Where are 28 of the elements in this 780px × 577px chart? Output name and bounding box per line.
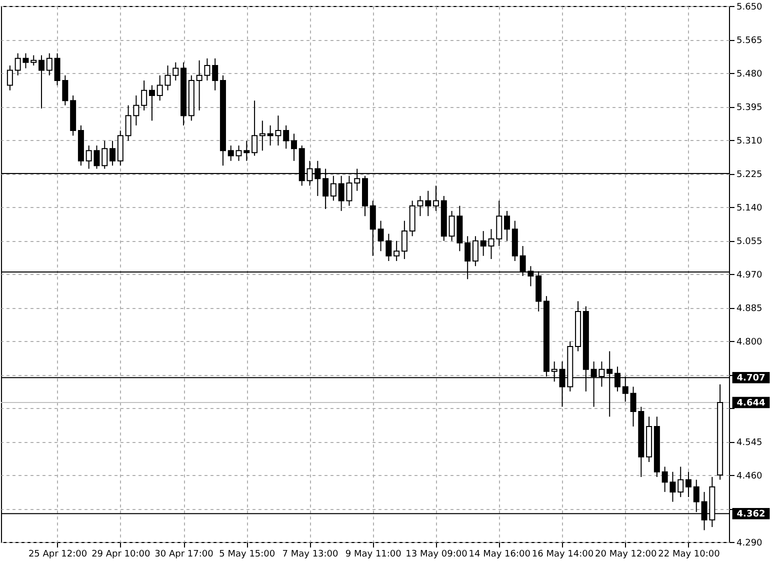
y-tick-label: 5.140 <box>736 204 763 214</box>
x-tick-label: 14 May 16:00 <box>468 550 531 560</box>
y-tick-label: 5.650 <box>736 2 763 12</box>
x-tick-label: 20 May 12:00 <box>595 550 658 560</box>
y-tick-label: 5.225 <box>736 170 762 180</box>
x-tick-label: 30 Apr 17:00 <box>154 550 214 560</box>
ref-line-label: 4.644 <box>736 398 766 408</box>
y-tick-label: 5.395 <box>736 103 762 113</box>
y-tick-label: 4.970 <box>736 270 763 280</box>
y-tick-label: 5.565 <box>736 36 762 46</box>
y-tick-label: 4.800 <box>736 338 763 348</box>
x-tick-label: 7 May 13:00 <box>282 550 339 560</box>
x-tick-label: 13 May 09:00 <box>406 550 468 560</box>
x-tick-label: 22 May 10:00 <box>658 550 720 560</box>
y-tick-label: 4.545 <box>736 438 762 448</box>
y-tick-label: 5.310 <box>736 136 763 146</box>
x-tick-label: 25 Apr 12:00 <box>28 550 88 560</box>
ref-line-label: 4.362 <box>736 510 766 520</box>
x-tick-label: 5 May 15:00 <box>219 550 276 560</box>
x-tick-label: 9 May 11:00 <box>345 550 402 560</box>
y-tick-label: 4.460 <box>736 472 763 482</box>
x-tick-label: 16 May 14:00 <box>532 550 594 560</box>
y-tick-label: 4.290 <box>736 538 763 548</box>
y-tick-label: 5.480 <box>736 70 763 80</box>
x-tick-label: 29 Apr 10:00 <box>92 550 151 560</box>
y-tick-label: 4.885 <box>736 304 762 314</box>
y-tick-label: 5.055 <box>736 237 762 247</box>
ref-line-label: 4.707 <box>736 374 766 384</box>
